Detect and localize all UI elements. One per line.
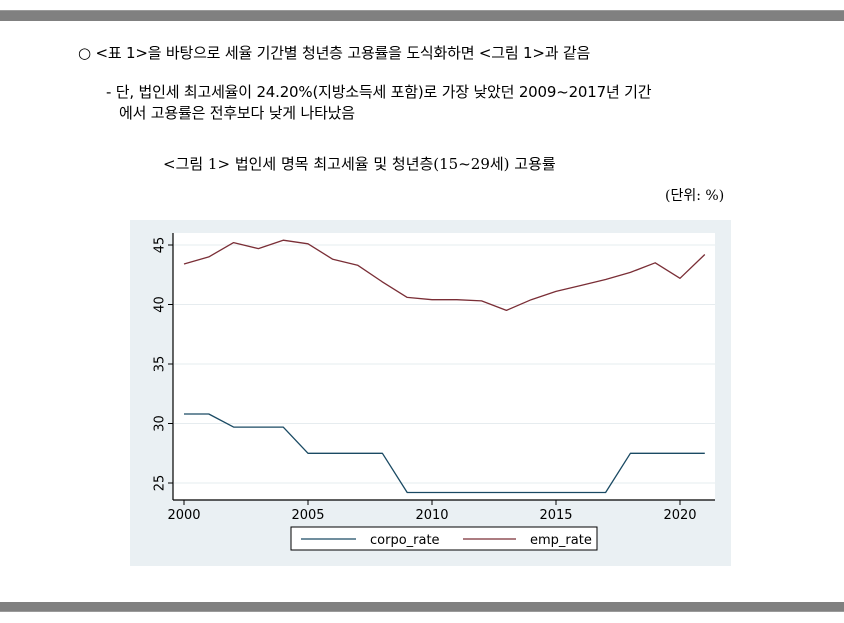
- y-tick-label: 35: [153, 356, 168, 373]
- x-tick-label: 2020: [663, 508, 696, 523]
- top-divider-bar: [0, 10, 844, 21]
- line-chart: 25 30 35 40 45 2000 2005 2010 2015 2020 corpo_ra…: [153, 233, 715, 551]
- y-axis: 25 30 35 40 45: [153, 233, 174, 500]
- x-tick-label: 2010: [415, 508, 448, 523]
- legend-label-corpo-rate: corpo_rate: [370, 533, 440, 548]
- plot-area: [173, 233, 715, 500]
- unit-label: (단위: %): [665, 188, 725, 204]
- series-emp-rate-line: [183, 239, 706, 312]
- x-tick-label: 2000: [167, 508, 200, 523]
- legend: corpo_rate emp_rate: [290, 526, 598, 551]
- x-axis: 2000 2005 2010 2015 2020: [167, 499, 715, 523]
- y-tick-label: 40: [153, 296, 168, 313]
- bottom-divider-bar: [0, 602, 844, 612]
- x-tick-label: 2005: [291, 508, 324, 523]
- summary-bullet: ○ <표 1>을 바탕으로 세율 기간별 청년층 고용률을 도식화하면 <그림 …: [78, 44, 591, 62]
- y-tick-label: 30: [153, 415, 168, 432]
- x-tick-label: 2015: [539, 508, 572, 523]
- y-tick-label: 45: [153, 237, 168, 254]
- data-series: [183, 239, 706, 494]
- gridlines: [174, 244, 715, 484]
- y-tick-label: 25: [153, 475, 168, 492]
- chart-frame: 25 30 35 40 45 2000 2005 2010 2015 2020 corpo_ra…: [130, 220, 731, 566]
- legend-label-emp-rate: emp_rate: [530, 533, 592, 548]
- legend-box: [290, 526, 598, 551]
- detail-line-1: - 단, 법인세 최고세율이 24.20%(지방소득세 포함)로 가장 낮았던 …: [106, 83, 652, 101]
- detail-line-2: 에서 고용률은 전후보다 낮게 나타났음: [119, 104, 355, 122]
- series-corpo-rate-line: [184, 413, 705, 494]
- figure-title: <그림 1> 법인세 명목 최고세율 및 청년층(15~29세) 고용률: [163, 155, 556, 173]
